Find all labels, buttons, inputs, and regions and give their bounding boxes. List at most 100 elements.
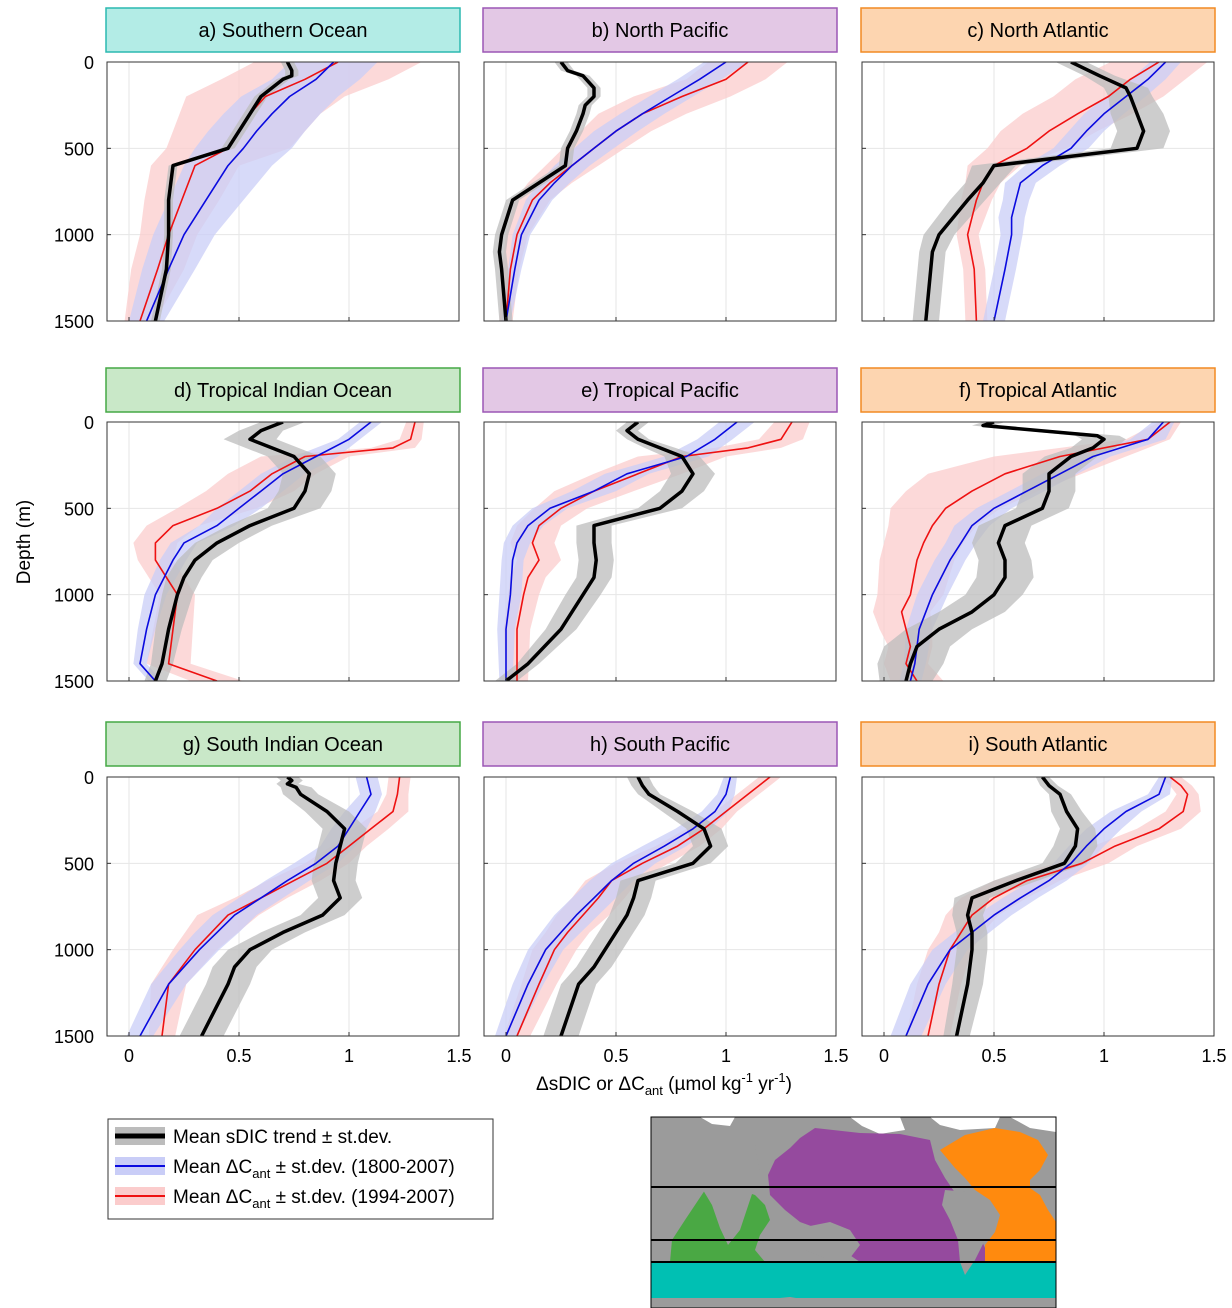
panel-b: b) North Pacific bbox=[482, 7, 838, 322]
x-tick-label: 1.5 bbox=[1201, 1046, 1226, 1066]
plot-frame bbox=[861, 61, 1215, 322]
series-line-sdic bbox=[904, 422, 1106, 681]
legend-label-cant-1994-post: ± st.dev. (1994-2007) bbox=[270, 1187, 454, 1208]
y-tick-label: 500 bbox=[64, 854, 94, 874]
map-antarctica bbox=[651, 1297, 1056, 1308]
series-line-cant_1994 bbox=[927, 777, 1189, 1036]
y-tick-label: 1500 bbox=[54, 312, 94, 332]
legend-box bbox=[107, 1118, 494, 1220]
band-sdic bbox=[495, 422, 715, 681]
panel-title: c) North Atlantic bbox=[967, 20, 1108, 42]
series-line-sdic bbox=[954, 777, 1080, 1036]
y-tick-label: 0 bbox=[84, 413, 94, 433]
series-line-cant_1800 bbox=[909, 422, 1164, 681]
panel-title: g) South Indian Ocean bbox=[183, 734, 383, 756]
series-line-sdic bbox=[559, 777, 713, 1036]
x-axis-label-sup1: -1 bbox=[741, 1070, 753, 1085]
x-axis-label-units: (µmol kg bbox=[663, 1074, 742, 1095]
band-cant_1800 bbox=[126, 777, 382, 1036]
series-line-cant_1800 bbox=[139, 422, 372, 681]
plot-frame bbox=[483, 421, 837, 682]
band-cant_1994 bbox=[124, 62, 422, 321]
panel-a: a) Southern Ocean 0 500 1000 1500 bbox=[54, 7, 461, 332]
map-south-america bbox=[942, 1190, 995, 1275]
panel-h: h) South Pacific 0 0.5 1 1.5 bbox=[482, 721, 849, 1066]
plot-content bbox=[126, 777, 411, 1036]
region-map bbox=[650, 1116, 1057, 1308]
x-tick-label: 1 bbox=[721, 1046, 731, 1066]
band-sdic bbox=[912, 62, 1170, 321]
series-line-cant_1800 bbox=[505, 422, 738, 681]
x-tick-label: 0 bbox=[879, 1046, 889, 1066]
series-line-sdic bbox=[153, 422, 312, 681]
panel-title: b) North Pacific bbox=[592, 20, 729, 42]
panel-title: a) Southern Ocean bbox=[199, 20, 368, 42]
x-tick-label: 1.5 bbox=[823, 1046, 848, 1066]
panel-i: i) South Atlantic 0 0.5 1 1.5 bbox=[860, 721, 1227, 1066]
plot-area bbox=[862, 62, 1214, 321]
series-line-sdic bbox=[153, 62, 294, 321]
map-frame bbox=[650, 1116, 1057, 1308]
plot-content bbox=[912, 62, 1208, 321]
legend: Mean sDIC trend ± st.dev. Mean ΔCant ± s… bbox=[107, 1118, 494, 1220]
series-line-sdic bbox=[200, 777, 347, 1036]
legend-label-sdic: Mean sDIC trend ± st.dev. bbox=[173, 1127, 392, 1148]
band-cant_1800 bbox=[983, 62, 1181, 321]
series-line-cant_1994 bbox=[966, 62, 1160, 321]
plot-content bbox=[495, 777, 781, 1036]
plot-frame bbox=[861, 421, 1215, 682]
x-tick-label: 0.5 bbox=[981, 1046, 1006, 1066]
plot-frame bbox=[483, 776, 837, 1037]
band-cant_1800 bbox=[129, 62, 378, 321]
series-line-cant_1994 bbox=[161, 777, 401, 1036]
band-sdic bbox=[943, 777, 1098, 1036]
panel-title: f) Tropical Atlantic bbox=[959, 380, 1117, 402]
map-ice-north bbox=[700, 1117, 1056, 1134]
plot-frame bbox=[861, 776, 1215, 1037]
panel-g: g) South Indian Ocean 0 0.5 1 1.5 0 500 1000 150… bbox=[54, 721, 472, 1066]
plot-frame bbox=[106, 61, 460, 322]
x-axis-label-end: ) bbox=[786, 1074, 792, 1095]
panel-title-box bbox=[482, 7, 838, 53]
legend-label-cant-1994: Mean ΔCant ± st.dev. (1994-2007) bbox=[173, 1187, 455, 1211]
panel-title: d) Tropical Indian Ocean bbox=[174, 380, 392, 402]
map-region-southern bbox=[651, 1262, 1056, 1298]
y-axis-label: Depth (m) bbox=[14, 500, 35, 584]
band-cant_1994 bbox=[873, 422, 1181, 681]
legend-label-cant-1800: Mean ΔCant ± st.dev. (1800-2007) bbox=[173, 1157, 455, 1181]
y-tick-label: 1000 bbox=[54, 586, 94, 606]
band-cant_1800 bbox=[501, 62, 748, 321]
series-line-cant_1800 bbox=[505, 62, 727, 321]
plot-frame bbox=[483, 61, 837, 322]
x-axis-label-main: ΔsDIC or ΔC bbox=[536, 1074, 645, 1095]
legend-label-cant-1800-sub: ant bbox=[252, 1166, 270, 1181]
series-line-cant_1994 bbox=[516, 422, 793, 681]
series-line-cant_1800 bbox=[993, 62, 1167, 321]
legend-label-cant-1800-pre: Mean ΔC bbox=[173, 1157, 252, 1178]
band-cant_1994 bbox=[956, 62, 1208, 321]
x-axis-label-sup2: -1 bbox=[774, 1070, 786, 1085]
legend-label-cant-1994-pre: Mean ΔC bbox=[173, 1187, 252, 1208]
legend-label-sdic-text: Mean sDIC trend ± st.dev. bbox=[173, 1127, 392, 1148]
panel-title-box bbox=[860, 367, 1216, 413]
panel-title: h) South Pacific bbox=[590, 734, 730, 756]
panel-title: i) South Atlantic bbox=[969, 734, 1108, 756]
series-line-sdic bbox=[924, 62, 1146, 321]
band-cant_1800 bbox=[495, 777, 737, 1036]
plot-content bbox=[890, 777, 1201, 1036]
plot-frame bbox=[106, 776, 460, 1037]
series-line-cant_1800 bbox=[139, 777, 372, 1036]
y-tick-label: 1000 bbox=[54, 941, 94, 961]
band-sdic bbox=[179, 777, 367, 1036]
y-tick-label: 500 bbox=[64, 139, 94, 159]
panel-title-box bbox=[860, 721, 1216, 767]
plot-content bbox=[492, 62, 788, 321]
band-cant_1800 bbox=[890, 777, 1173, 1036]
panel-c: c) North Atlantic bbox=[860, 7, 1216, 322]
band-cant_1994 bbox=[503, 777, 781, 1036]
panel-title-box bbox=[105, 7, 461, 53]
plot-content bbox=[495, 422, 810, 681]
plot-content bbox=[873, 422, 1181, 681]
